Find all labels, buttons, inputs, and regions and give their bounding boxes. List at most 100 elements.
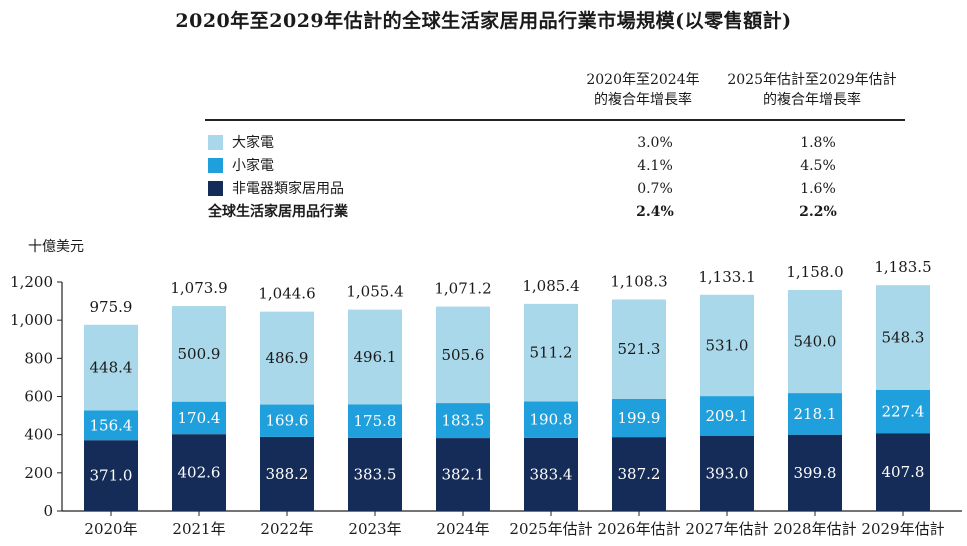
- bar-total-label: 1,085.4: [522, 277, 579, 295]
- cagr-value: 1.6%: [800, 181, 836, 197]
- bar-value-label: 448.4: [90, 359, 133, 377]
- bar-value-label: 500.9: [178, 345, 221, 363]
- bar-segment: [436, 306, 490, 404]
- bar-value-label: 521.3: [618, 340, 661, 358]
- bar-value-label: 383.5: [354, 465, 397, 483]
- bar-segment: [172, 306, 226, 402]
- x-tick-label: 2027年估計: [685, 520, 768, 538]
- bar-segment: [260, 311, 314, 405]
- bar-value-label: 190.8: [530, 411, 573, 429]
- bar-total-label: 1,108.3: [610, 272, 667, 290]
- bar-segment: [172, 401, 226, 435]
- x-tick-label: 2026年估計: [597, 520, 680, 538]
- legend-label: 大家電: [232, 135, 274, 151]
- bar-segment: [524, 401, 578, 438]
- bar-segment: [436, 438, 490, 511]
- x-tick-label: 2022年: [260, 520, 313, 538]
- bar-value-label: 169.6: [266, 412, 309, 430]
- bar-value-label: 388.2: [266, 465, 309, 483]
- bar-segment: [172, 434, 226, 511]
- y-axis-unit-label: 十億美元: [28, 239, 84, 255]
- x-tick-label: 2021年: [172, 520, 225, 538]
- bar-total-label: 1,073.9: [170, 279, 227, 297]
- bar-value-label: 382.1: [442, 466, 485, 484]
- bar-segment: [700, 436, 754, 511]
- bar-segment: [524, 437, 578, 511]
- bar-segment: [700, 294, 754, 397]
- cagr-value: 2.2%: [799, 204, 837, 220]
- cagr-value: 4.1%: [637, 158, 673, 174]
- bar-value-label: 505.6: [442, 346, 485, 364]
- bar-segment: [788, 290, 842, 394]
- bar-value-label: 548.3: [882, 328, 925, 346]
- bar-value-label: 496.1: [354, 348, 397, 366]
- bar-value-label: 175.8: [354, 412, 397, 430]
- bar-value-label: 387.2: [618, 465, 661, 483]
- cagr-value: 3.0%: [637, 135, 673, 151]
- bar-value-label: 511.2: [530, 344, 573, 362]
- legend-swatch: [208, 181, 223, 196]
- bar-value-label: 156.4: [90, 416, 133, 434]
- y-tick-label: 1,000: [10, 311, 53, 329]
- bar-segment: [348, 404, 402, 438]
- y-tick-label: 1,200: [10, 273, 53, 291]
- bar-value-label: 199.9: [618, 409, 661, 427]
- bar-value-label: 371.0: [90, 467, 133, 485]
- bar-segment: [524, 303, 578, 402]
- bar-segment: [788, 434, 842, 511]
- y-tick-label: 0: [43, 502, 53, 520]
- cagr-value: 2.4%: [636, 204, 674, 220]
- bar-segment: [876, 433, 930, 511]
- bar-segment: [84, 440, 138, 511]
- bar-value-label: 209.1: [706, 407, 749, 425]
- bar-total-label: 1,071.2: [434, 280, 491, 298]
- bar-segment: [612, 299, 666, 399]
- cagr-2020-2024-header: 2020年至2024年 的複合年增長率: [578, 70, 708, 110]
- x-tick-label: 2025年估計: [509, 520, 592, 538]
- bar-segment: [436, 403, 490, 439]
- cagr-value: 1.8%: [800, 135, 836, 151]
- bar-segment: [612, 437, 666, 511]
- bar-segment: [700, 396, 754, 437]
- bar-total-label: 1,133.1: [698, 268, 755, 286]
- bar-segment: [788, 393, 842, 435]
- legend-label: 全球生活家居用品行業: [208, 204, 348, 220]
- bar-segment: [876, 389, 930, 434]
- bar-value-label: 170.4: [178, 409, 221, 427]
- bar-total-label: 1,158.0: [786, 263, 843, 281]
- bar-segment: [348, 309, 402, 405]
- bar-total-label: 975.9: [90, 298, 133, 316]
- bar-value-label: 402.6: [178, 464, 221, 482]
- table-rule: [205, 119, 905, 121]
- bar-segment: [612, 398, 666, 438]
- cagr-value: 4.5%: [800, 158, 836, 174]
- bar-value-label: 393.0: [706, 465, 749, 483]
- bar-segment: [348, 437, 402, 511]
- bar-segment: [260, 404, 314, 437]
- bar-value-label: 227.4: [882, 402, 925, 420]
- bar-value-label: 183.5: [442, 412, 485, 430]
- bar-total-label: 1,055.4: [346, 283, 403, 301]
- bar-segment: [84, 324, 138, 411]
- y-tick-label: 600: [24, 388, 53, 406]
- cagr-header-line: 的複合年增長率: [763, 92, 861, 108]
- legend-swatch: [208, 135, 223, 150]
- bar-value-label: 540.0: [794, 333, 837, 351]
- y-tick-label: 800: [24, 349, 53, 367]
- bar-value-label: 407.8: [882, 463, 925, 481]
- legend-label: 非電器類家居用品: [232, 181, 344, 197]
- y-tick-label: 400: [24, 426, 53, 444]
- cagr-header-line: 的複合年增長率: [594, 92, 692, 108]
- cagr-header-line: 2025年估計至2029年估計: [727, 72, 897, 88]
- y-tick-label: 200: [24, 464, 53, 482]
- chart-title: 2020年至2029年估計的全球生活家居用品行業市場規模(以零售額計): [175, 10, 792, 32]
- bar-value-label: 399.8: [794, 464, 837, 482]
- bar-value-label: 531.0: [706, 336, 749, 354]
- bar-total-label: 1,183.5: [874, 258, 931, 276]
- x-tick-label: 2020年: [84, 520, 137, 538]
- bar-segment: [876, 285, 930, 390]
- cagr-2025-2029-header: 2025年估計至2029年估計 的複合年增長率: [712, 70, 912, 110]
- bar-segment: [260, 436, 314, 511]
- x-tick-label: 2029年估計: [861, 520, 944, 538]
